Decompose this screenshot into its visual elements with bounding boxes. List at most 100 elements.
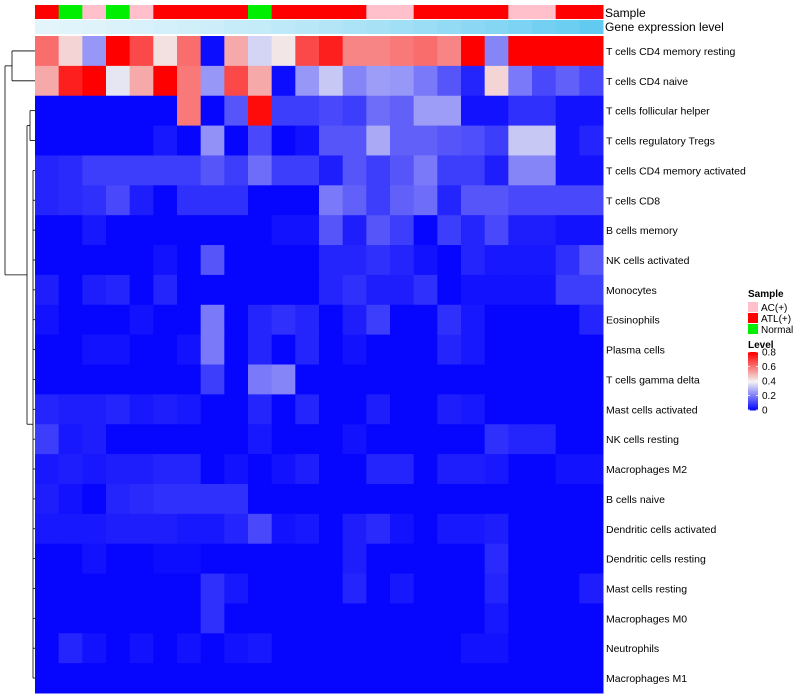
heatmap-cell [437, 394, 462, 425]
level-bar-segment [748, 392, 758, 395]
heatmap-cell [366, 185, 391, 216]
heatmap-cell [555, 513, 580, 545]
row-label: Mast cells activated [606, 404, 698, 416]
heatmap-cell [106, 95, 131, 127]
heatmap-cell [106, 334, 131, 365]
heatmap-cell [484, 215, 509, 246]
gene-expression-annotation-cell [177, 20, 202, 34]
sample-annotation-cell [271, 5, 296, 19]
heatmap-cell [413, 364, 438, 395]
heatmap-cell [319, 95, 344, 127]
heatmap-cell [413, 603, 438, 634]
level-bar-segment [748, 354, 758, 357]
heatmap-cell [248, 215, 273, 246]
heatmap-cell [82, 185, 107, 216]
heatmap-cell [319, 483, 344, 515]
heatmap-cell [532, 573, 557, 604]
heatmap-cell [177, 394, 202, 425]
heatmap-cell [224, 274, 249, 306]
heatmap-cell [555, 245, 580, 276]
heatmap-cell [484, 603, 509, 634]
level-bar-segment [748, 407, 758, 410]
heatmap-cell [413, 543, 438, 575]
heatmap-cell [555, 125, 580, 156]
row-label: NK cells resting [606, 434, 679, 446]
heatmap-cell [271, 603, 296, 634]
heatmap-cell [177, 483, 202, 515]
level-bar-segment [748, 405, 758, 408]
heatmap-cell [366, 334, 391, 365]
heatmap-cell [532, 603, 557, 634]
heatmap-cell [177, 364, 202, 395]
heatmap-cell [177, 274, 202, 306]
heatmap-cell [271, 36, 296, 67]
level-bar-segment [748, 385, 758, 388]
heatmap-cell [484, 334, 509, 365]
heatmap-cell [295, 364, 320, 395]
heatmap-cell [224, 125, 249, 156]
level-bar-segment [748, 388, 758, 391]
row-label: T cells CD8 [606, 195, 660, 207]
heatmap-cell [224, 65, 249, 97]
heatmap-cell [271, 424, 296, 455]
heatmap-cell [413, 155, 438, 186]
row-label: Neutrophils [606, 643, 659, 655]
heatmap-cell [106, 125, 131, 156]
heatmap-cell [177, 36, 202, 67]
heatmap-cell [555, 364, 580, 395]
heatmap-cell [532, 454, 557, 485]
heatmap-cell [508, 245, 533, 276]
heatmap-cell [82, 364, 107, 395]
gene-expression-annotation-cell [248, 20, 273, 34]
heatmap-cell [484, 573, 509, 604]
row-label: Macrophages M2 [606, 464, 687, 476]
heatmap-cell [437, 513, 462, 545]
heatmap-cell [82, 36, 107, 67]
heatmap-cell [200, 513, 225, 545]
heatmap-cell [319, 304, 344, 336]
heatmap-cell [484, 245, 509, 276]
heatmap-cell [342, 424, 367, 455]
legend-label: ATL(+) [761, 314, 791, 325]
heatmap-cell [58, 573, 83, 604]
heatmap-cell [271, 633, 296, 664]
row-label: Dendritic cells resting [606, 554, 706, 566]
heatmap-cell [224, 633, 249, 664]
heatmap-cell [35, 483, 60, 515]
level-bar-segment [748, 401, 758, 404]
heatmap-cell [58, 125, 83, 156]
heatmap-cell [200, 155, 225, 186]
heatmap-cell [106, 543, 131, 575]
heatmap-cell [579, 95, 604, 127]
heatmap-cell [153, 573, 178, 604]
heatmap-cell [484, 394, 509, 425]
heatmap-cell [295, 125, 320, 156]
heatmap-cell [248, 185, 273, 216]
level-bar-segment [748, 367, 758, 370]
heatmap-cell [295, 304, 320, 336]
heatmap-cell [366, 603, 391, 634]
heatmap-cell [555, 215, 580, 246]
heatmap-cell [390, 483, 415, 515]
heatmap-cell [271, 185, 296, 216]
heatmap-cell [271, 304, 296, 336]
row-label: Macrophages M0 [606, 613, 687, 625]
heatmap-cell [390, 274, 415, 306]
heatmap-cell [390, 394, 415, 425]
heatmap-cell [82, 394, 107, 425]
heatmap-cell [129, 424, 154, 455]
sample-annotation-cell [248, 5, 273, 19]
column-annotations [35, 5, 604, 34]
gene-expression-annotation-cell [413, 20, 438, 34]
heatmap-cell [200, 633, 225, 664]
row-label: NK cells activated [606, 255, 690, 267]
sample-annotation-cell [532, 5, 557, 19]
heatmap-cell [555, 603, 580, 634]
heatmap-cell [579, 454, 604, 485]
heatmap-cell [106, 513, 131, 545]
level-bar-segment [748, 356, 758, 359]
heatmap-cell [390, 454, 415, 485]
heatmap-cell [106, 424, 131, 455]
heatmap-cell [129, 125, 154, 156]
